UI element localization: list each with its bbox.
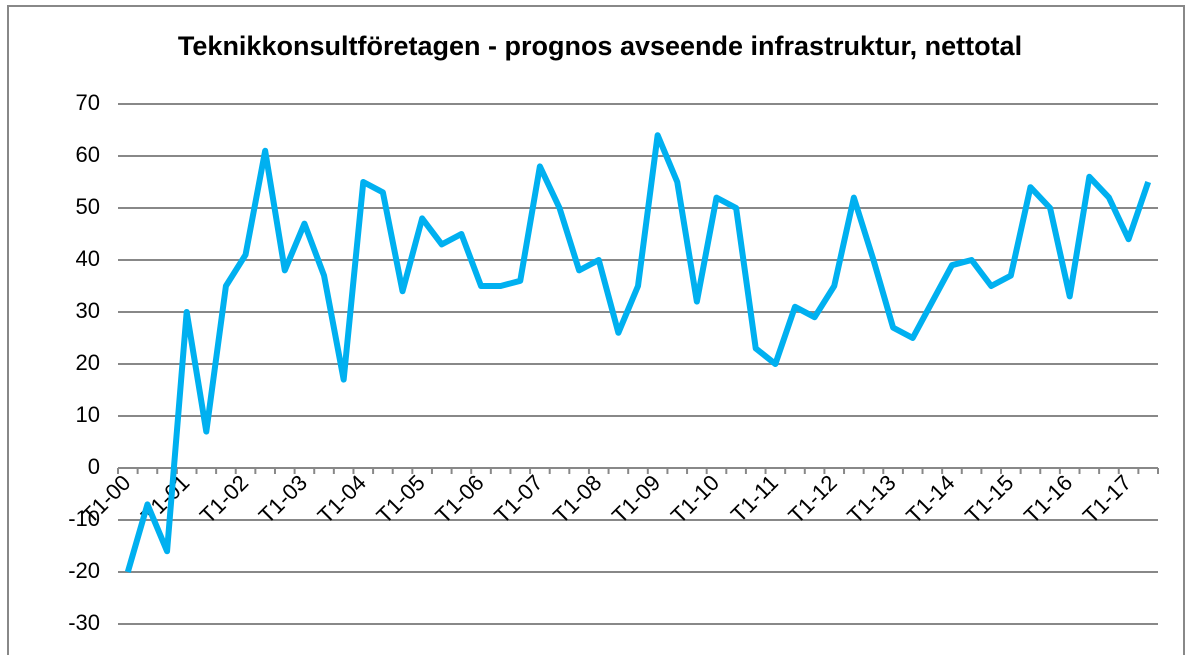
y-tick-label: 0 [88, 454, 100, 479]
y-tick-label: 10 [76, 402, 100, 427]
y-tick-label: 20 [76, 350, 100, 375]
chart-frame [7, 5, 1185, 660]
chart-title: Teknikkonsultföretagen - prognos avseend… [178, 31, 1022, 61]
y-tick-label: -20 [68, 558, 100, 583]
data-line [124, 132, 1152, 573]
y-tick-label: -30 [68, 610, 100, 635]
y-tick-label: -10 [68, 506, 100, 531]
y-tick-label: 60 [76, 142, 100, 167]
y-tick-label: 30 [76, 298, 100, 323]
y-tick-label: 70 [76, 90, 100, 115]
y-tick-label: 50 [76, 194, 100, 219]
y-tick-label: 40 [76, 246, 100, 271]
